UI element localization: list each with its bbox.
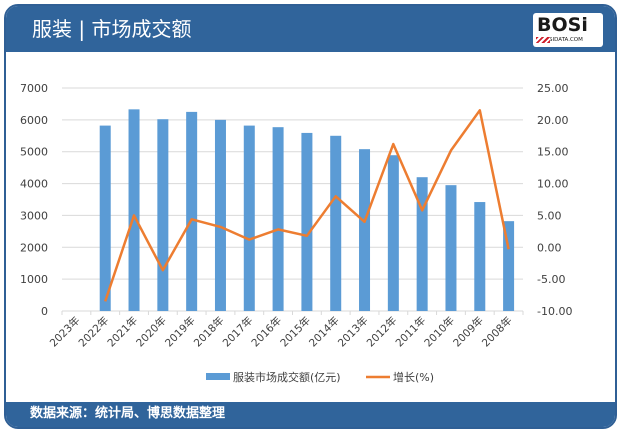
bar xyxy=(503,221,515,311)
x-category-label: 2022年 xyxy=(76,314,112,350)
y-right-tick: 5.00 xyxy=(537,209,562,222)
bar xyxy=(359,149,371,311)
logo-stripe-icon xyxy=(536,37,550,43)
y-right-tick: 20.00 xyxy=(537,114,569,127)
y-left-tick: 2000 xyxy=(20,241,48,254)
x-category-label: 2023年 xyxy=(47,314,83,350)
x-category-label: 2016年 xyxy=(249,314,285,350)
x-category-label: 2010年 xyxy=(422,314,458,350)
x-category-label: 2014年 xyxy=(306,314,342,350)
bar xyxy=(214,119,226,311)
header-bar: 服装 | 市场成交额 BOSi BOSIDATA.COM xyxy=(6,6,615,52)
y-right-tick: 10.00 xyxy=(537,178,569,191)
y-left-tick: 7000 xyxy=(20,82,48,95)
y-right-tick: -10.00 xyxy=(537,305,572,318)
bar xyxy=(99,125,111,311)
x-category-label: 2019年 xyxy=(162,314,198,350)
bar xyxy=(186,111,198,311)
footer-bar: 数据来源：统计局、博思数据整理 xyxy=(6,402,615,427)
legend-bar-swatch xyxy=(206,373,230,380)
bar xyxy=(157,119,169,311)
legend-line-label: 增长(%) xyxy=(393,370,434,384)
y-left-tick: 4000 xyxy=(20,178,48,191)
y-right-tick: -5.00 xyxy=(537,273,565,286)
bosi-logo: BOSi BOSIDATA.COM xyxy=(533,13,603,47)
y-right-tick: 15.00 xyxy=(537,146,569,159)
chart-card: 服装 | 市场成交额 BOSi BOSIDATA.COM 0 1000 2000 30… xyxy=(4,4,617,429)
legend-bar-label: 服装市场成交额(亿元) xyxy=(233,370,341,384)
growth-line xyxy=(104,109,510,302)
x-category-label: 2020年 xyxy=(133,314,169,350)
x-category-label: 2012年 xyxy=(364,314,400,350)
chart-area: 0 1000 2000 3000 4000 5000 6000 7000 -10.00 -5.00… xyxy=(20,82,572,384)
data-source: 数据来源：统计局、博思数据整理 xyxy=(30,406,226,421)
x-category-label: 2021年 xyxy=(105,314,141,350)
x-category-label: 2015年 xyxy=(278,314,314,350)
x-category-label: 2008年 xyxy=(479,314,515,350)
bar xyxy=(416,177,428,311)
y-left-tick: 6000 xyxy=(20,114,48,127)
x-category-label: 2017年 xyxy=(220,314,256,350)
x-category-label: 2018年 xyxy=(191,314,227,350)
y-left-tick: 3000 xyxy=(20,209,48,222)
bar xyxy=(387,155,399,311)
bar xyxy=(243,125,255,311)
x-category-label: 2011年 xyxy=(393,314,429,350)
x-category-label: 2009年 xyxy=(450,314,486,350)
logo-text: BOSi xyxy=(537,14,588,36)
logo-subtext: BOSIDATA.COM xyxy=(541,37,583,43)
bar xyxy=(330,135,342,311)
bar xyxy=(445,185,457,311)
y-left-tick: 0 xyxy=(41,305,48,318)
x-category-label: 2013年 xyxy=(335,314,371,350)
bar xyxy=(272,127,284,311)
y-right-tick: 0.00 xyxy=(537,241,562,254)
bar xyxy=(301,132,313,311)
y-left-tick: 1000 xyxy=(20,273,48,286)
y-right-tick: 25.00 xyxy=(537,82,569,95)
bar xyxy=(474,202,486,311)
y-left-tick: 5000 xyxy=(20,146,48,159)
page-title: 服装 | 市场成交额 xyxy=(32,17,192,41)
bar xyxy=(128,109,140,311)
